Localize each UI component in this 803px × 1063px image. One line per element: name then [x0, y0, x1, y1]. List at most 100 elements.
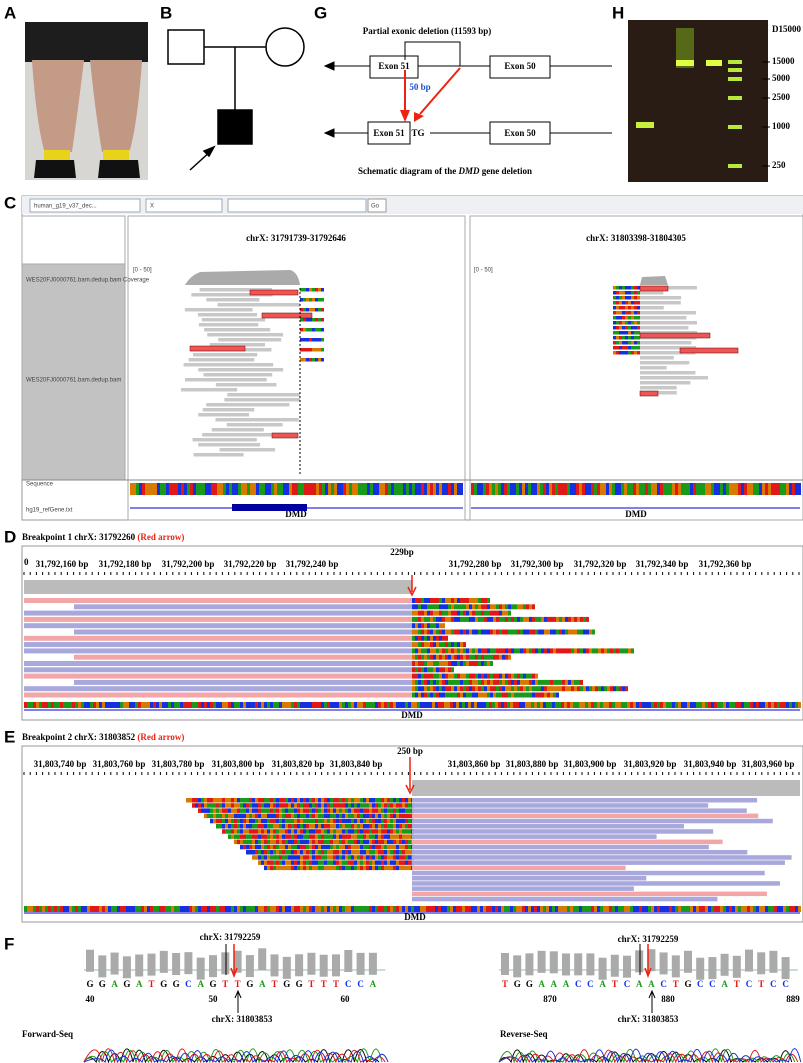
mismatch — [616, 331, 619, 335]
read — [189, 345, 246, 352]
mismatch — [469, 604, 472, 610]
mismatch — [360, 906, 363, 912]
mismatch — [499, 686, 502, 692]
mismatch — [399, 844, 402, 850]
mismatch — [294, 803, 297, 808]
mismatch — [490, 686, 493, 692]
read — [412, 808, 747, 813]
mismatch — [336, 818, 339, 824]
mismatch — [427, 667, 430, 673]
mismatch — [433, 642, 436, 648]
mismatch — [523, 679, 526, 685]
mismatch — [750, 483, 753, 495]
mismatch — [345, 813, 348, 819]
mismatch — [651, 906, 654, 912]
mismatch — [552, 702, 555, 708]
mismatch — [619, 316, 622, 320]
mismatch — [357, 844, 360, 850]
mismatch — [387, 844, 390, 850]
mismatch — [303, 308, 306, 312]
mismatch — [378, 865, 381, 871]
mismatch — [418, 686, 421, 692]
mismatch — [486, 483, 489, 495]
mismatch — [303, 906, 306, 912]
mismatch — [487, 661, 490, 666]
mismatch — [327, 798, 330, 803]
mismatch — [400, 483, 403, 495]
mismatch — [522, 483, 525, 495]
caption-text: gene deletion — [480, 166, 533, 176]
mismatch — [33, 906, 36, 912]
mismatch — [475, 629, 478, 635]
mismatch — [433, 483, 436, 495]
mismatch — [436, 598, 439, 603]
mismatch — [385, 483, 388, 495]
mismatch — [613, 331, 616, 335]
mismatch — [453, 702, 456, 708]
mismatch — [439, 648, 442, 654]
mismatch — [366, 808, 369, 813]
coverage — [412, 780, 800, 796]
mismatch — [765, 702, 768, 708]
mismatch — [442, 686, 445, 692]
mismatch — [324, 702, 327, 708]
mismatch — [619, 311, 622, 315]
mismatch — [651, 483, 654, 495]
mismatch — [631, 316, 634, 320]
mismatch — [481, 604, 484, 610]
mismatch — [520, 692, 523, 698]
mismatch — [288, 798, 291, 803]
track-name: Sequence — [26, 482, 54, 488]
mismatch — [616, 291, 619, 295]
mismatch — [300, 308, 303, 312]
mismatch — [24, 702, 27, 708]
mismatch — [300, 798, 303, 803]
genome-dropdown[interactable]: human_g19_v37_dec... — [34, 204, 97, 210]
mismatch — [600, 906, 603, 912]
mismatch — [711, 483, 714, 495]
mismatch — [261, 818, 264, 824]
mismatch — [529, 616, 532, 622]
mismatch — [321, 308, 324, 312]
mismatch — [324, 824, 327, 829]
mismatch — [622, 291, 625, 295]
mismatch — [24, 906, 27, 912]
mismatch — [133, 483, 136, 495]
mismatch — [162, 702, 165, 708]
mismatch — [589, 648, 592, 654]
mismatch — [240, 813, 243, 819]
mismatch — [252, 808, 255, 813]
mismatch — [219, 798, 222, 803]
mismatch — [430, 598, 433, 603]
mismatch — [433, 635, 436, 641]
well — [676, 28, 694, 68]
mismatch — [390, 850, 393, 855]
mismatch — [327, 813, 330, 819]
trace — [83, 1048, 386, 1063]
quality-bar — [610, 954, 619, 977]
read — [224, 398, 300, 402]
mismatch — [613, 321, 616, 325]
mismatch — [402, 702, 405, 708]
mismatch — [463, 679, 466, 685]
mismatch — [759, 702, 762, 708]
mismatch — [516, 483, 519, 495]
mismatch — [288, 865, 291, 871]
mismatch — [498, 483, 501, 495]
go-button[interactable]: Go — [371, 204, 380, 210]
mismatch — [502, 604, 505, 610]
mismatch — [267, 813, 270, 819]
mismatch — [555, 702, 558, 708]
read — [201, 318, 266, 322]
mismatch — [435, 906, 438, 912]
mismatch — [454, 642, 457, 648]
mismatch — [648, 483, 651, 495]
mismatch — [571, 629, 574, 635]
chrom-dropdown[interactable]: X — [150, 204, 154, 210]
mismatch — [276, 798, 279, 803]
mismatch — [637, 351, 640, 355]
mismatch — [622, 648, 625, 654]
read — [24, 692, 412, 698]
mismatch — [681, 483, 684, 495]
mismatch — [490, 661, 493, 666]
